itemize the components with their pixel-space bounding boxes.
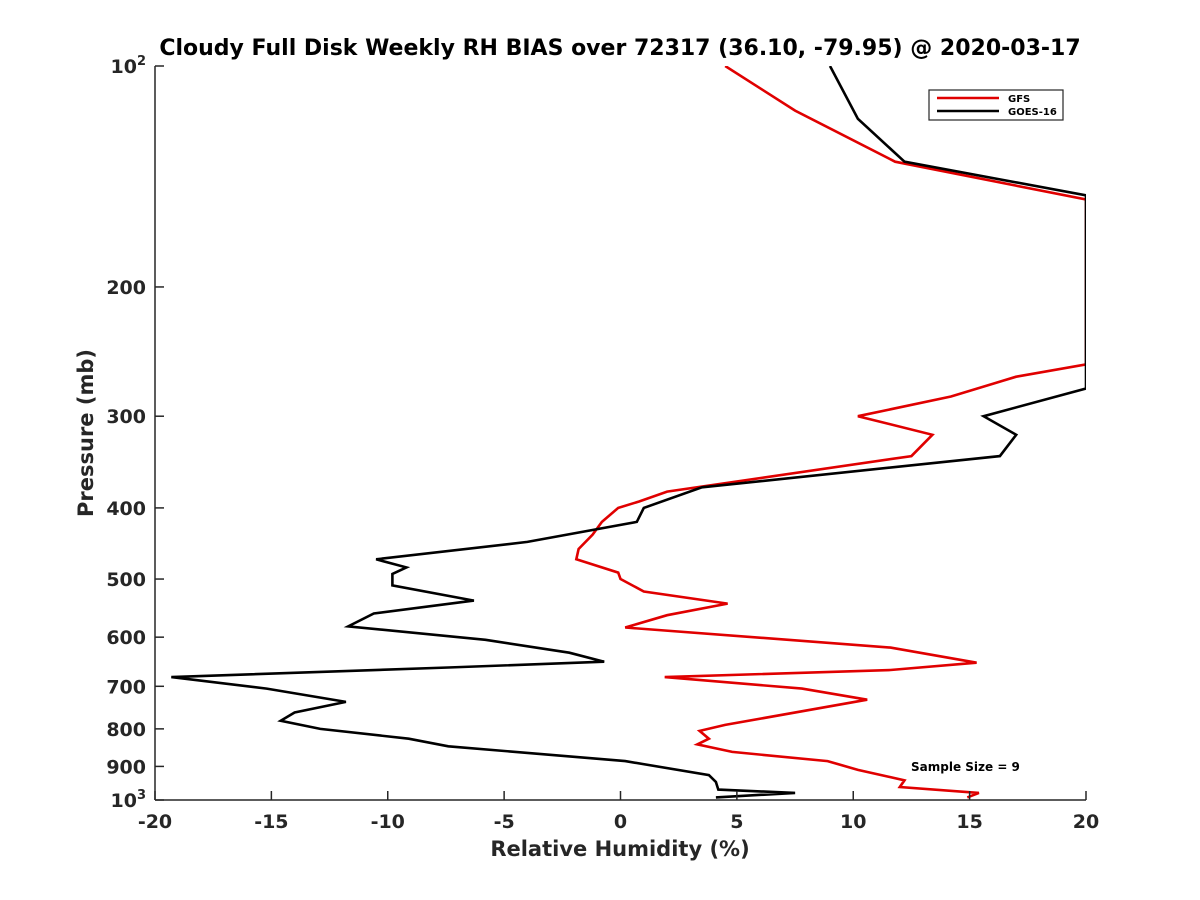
series-line-goes-16 xyxy=(171,66,1086,799)
x-axis-label: Relative Humidity (%) xyxy=(490,837,749,861)
y-axis-label: Pressure (mb) xyxy=(74,349,98,517)
y-tick-label: 300 xyxy=(106,406,146,428)
x-tick-label: 10 xyxy=(840,811,866,833)
x-tick-label: 0 xyxy=(614,811,627,833)
y-tick-label: 200 xyxy=(106,277,146,299)
y-tick-label: 900 xyxy=(106,756,146,778)
legend-box xyxy=(928,89,1064,121)
x-tick-label: -10 xyxy=(371,811,405,833)
x-tick-label: -20 xyxy=(138,811,172,833)
x-tick-label: 5 xyxy=(730,811,743,833)
x-tick-label: 20 xyxy=(1073,811,1099,833)
legend: GFS GOES-16 xyxy=(928,89,1064,121)
plot-area: -20 -15 -10 -5 0 5 10 15 20102200300400500600700… xyxy=(106,54,1099,833)
y-tick-label-exponent: 3 xyxy=(137,788,146,803)
y-tick-label: 400 xyxy=(106,498,146,520)
legend-label: GFS xyxy=(1008,94,1030,105)
series-line-gfs xyxy=(574,66,1086,799)
y-tick-label-base: 10 xyxy=(111,790,137,812)
y-tick-label: 500 xyxy=(106,569,146,591)
y-tick-label: 103 xyxy=(111,788,147,812)
x-tick-label: -5 xyxy=(494,811,515,833)
y-tick-label-base: 10 xyxy=(111,56,137,78)
x-tick-label: 15 xyxy=(956,811,982,833)
y-tick-label: 600 xyxy=(106,627,146,649)
y-tick-label: 700 xyxy=(106,676,146,698)
sample-size-annotation: Sample Size = 9 xyxy=(911,760,1020,774)
y-tick-label: 102 xyxy=(111,54,147,78)
series-group xyxy=(171,66,1086,799)
chart-title: Cloudy Full Disk Weekly RH BIAS over 723… xyxy=(159,36,1080,61)
legend-label: GOES-16 xyxy=(1008,107,1057,118)
y-tick-label-exponent: 2 xyxy=(137,54,146,69)
x-tick-label: -15 xyxy=(254,811,288,833)
y-tick-label: 800 xyxy=(106,719,146,741)
